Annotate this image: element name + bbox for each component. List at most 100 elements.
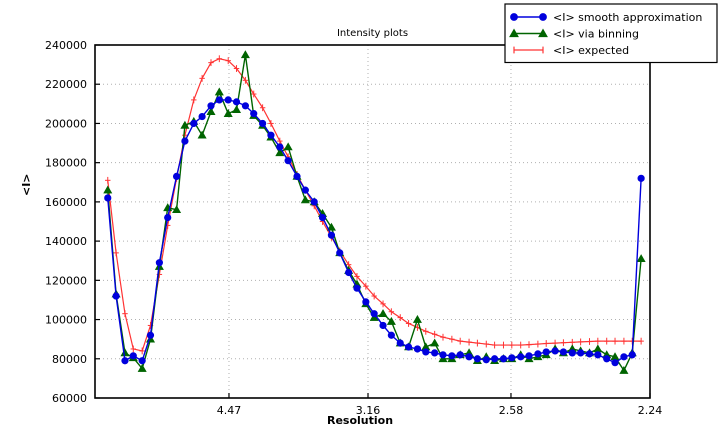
data-point-marker: [559, 348, 568, 356]
legend-marker-0: [539, 13, 547, 21]
data-point-marker: [370, 310, 378, 318]
data-point-marker: [594, 351, 602, 359]
data-point-marker: [439, 351, 447, 359]
data-point-marker: [112, 292, 120, 300]
legend-box: [504, 3, 718, 64]
series-0: [104, 96, 645, 367]
data-point-marker: [146, 331, 155, 339]
y-axis-ticks: 60000 80000 100000 120000 140000 160000 180000…: [45, 39, 87, 405]
y-tick-label: 80000: [52, 353, 87, 366]
data-point-marker: [362, 298, 370, 306]
data-point-marker: [465, 353, 473, 361]
data-point-marker: [318, 213, 327, 222]
data-point-marker: [585, 350, 594, 358]
data-point-marker: [180, 120, 190, 129]
data-point-marker: [259, 119, 267, 128]
data-point-marker: [276, 143, 284, 151]
plot-frame: [94, 44, 651, 399]
data-point-marker: [431, 349, 439, 357]
data-point-marker: [120, 348, 130, 357]
data-point-marker: [214, 87, 224, 96]
chart-legend[interactable]: <I> smooth approximation <I> via binning <…: [504, 3, 718, 64]
data-point-marker: [336, 249, 344, 257]
data-point-marker: [103, 185, 113, 194]
data-point-marker: [611, 359, 619, 367]
data-point-marker: [499, 355, 508, 363]
data-point-marker: [386, 316, 396, 325]
y-tick-label: 200000: [45, 117, 87, 130]
y-tick-label: 140000: [45, 235, 87, 248]
data-point-marker: [430, 338, 440, 347]
data-point-marker: [620, 353, 628, 361]
data-point-marker: [593, 344, 603, 353]
data-point-marker: [456, 351, 464, 359]
x-tick-label: 2.58: [499, 404, 524, 417]
series-line: [107, 54, 642, 372]
y-tick-label: 220000: [45, 78, 87, 91]
data-point-marker: [327, 231, 336, 239]
data-point-marker: [232, 98, 241, 106]
x-tick-label: 3.16: [356, 404, 381, 417]
x-tick-label: 4.47: [217, 404, 242, 417]
data-point-marker: [293, 172, 301, 180]
data-point-marker: [172, 205, 182, 214]
y-tick-label: 120000: [45, 274, 87, 287]
legend-marker-1: [538, 28, 548, 38]
data-point-marker: [138, 357, 146, 365]
data-point-marker: [284, 157, 292, 165]
y-tick-label: 240000: [45, 39, 87, 52]
data-point-marker: [353, 284, 361, 292]
legend-marker-0: [510, 13, 518, 21]
data-point-marker: [422, 348, 430, 356]
chart-title: Intensity plots: [336, 28, 409, 39]
data-point-marker: [551, 347, 559, 355]
series-line: [107, 58, 642, 352]
data-point-marker: [404, 343, 413, 351]
data-point-marker: [310, 198, 318, 206]
data-point-marker: [378, 309, 388, 317]
series-1: [103, 50, 646, 374]
data-point-marker: [129, 352, 137, 360]
data-point-marker: [628, 351, 636, 359]
data-point-marker: [224, 96, 232, 104]
data-point-marker: [534, 350, 542, 358]
y-tick-label: 100000: [45, 314, 87, 327]
data-point-marker: [215, 96, 223, 104]
data-point-marker: [275, 148, 285, 157]
data-point-marker: [250, 110, 258, 118]
data-point-marker: [164, 213, 172, 222]
data-point-marker: [637, 174, 645, 182]
data-point-marker: [412, 314, 422, 323]
data-point-marker: [137, 363, 147, 372]
data-point-marker: [525, 352, 533, 360]
data-point-marker: [619, 365, 629, 374]
data-point-marker: [190, 119, 198, 128]
data-point-marker: [568, 349, 576, 357]
legend-label-2: <I> expected: [553, 44, 629, 57]
data-point-marker: [603, 355, 611, 363]
series-2: [105, 55, 644, 355]
legend-label-0: <I> smooth approximation: [553, 11, 702, 24]
y-axis-label: <I>: [20, 173, 33, 196]
data-point-marker: [240, 50, 250, 59]
data-point-marker: [387, 331, 395, 339]
legend-marker-1: [509, 28, 519, 38]
data-point-marker: [379, 321, 387, 330]
data-point-marker: [636, 254, 646, 263]
data-point-marker: [206, 107, 216, 115]
data-point-marker: [473, 355, 481, 363]
data-point-marker: [300, 195, 310, 204]
data-point-marker: [232, 105, 242, 114]
y-tick-label: 60000: [52, 392, 87, 405]
data-point-marker: [482, 356, 490, 364]
data-point-marker: [345, 268, 353, 277]
data-point-marker: [491, 355, 499, 363]
legend-label-1: <I> via binning: [553, 28, 639, 41]
data-point-marker: [181, 137, 189, 145]
data-point-marker: [197, 130, 207, 139]
data-point-marker: [301, 186, 309, 194]
data-point-marker: [577, 349, 585, 357]
data-point-marker: [283, 142, 293, 151]
